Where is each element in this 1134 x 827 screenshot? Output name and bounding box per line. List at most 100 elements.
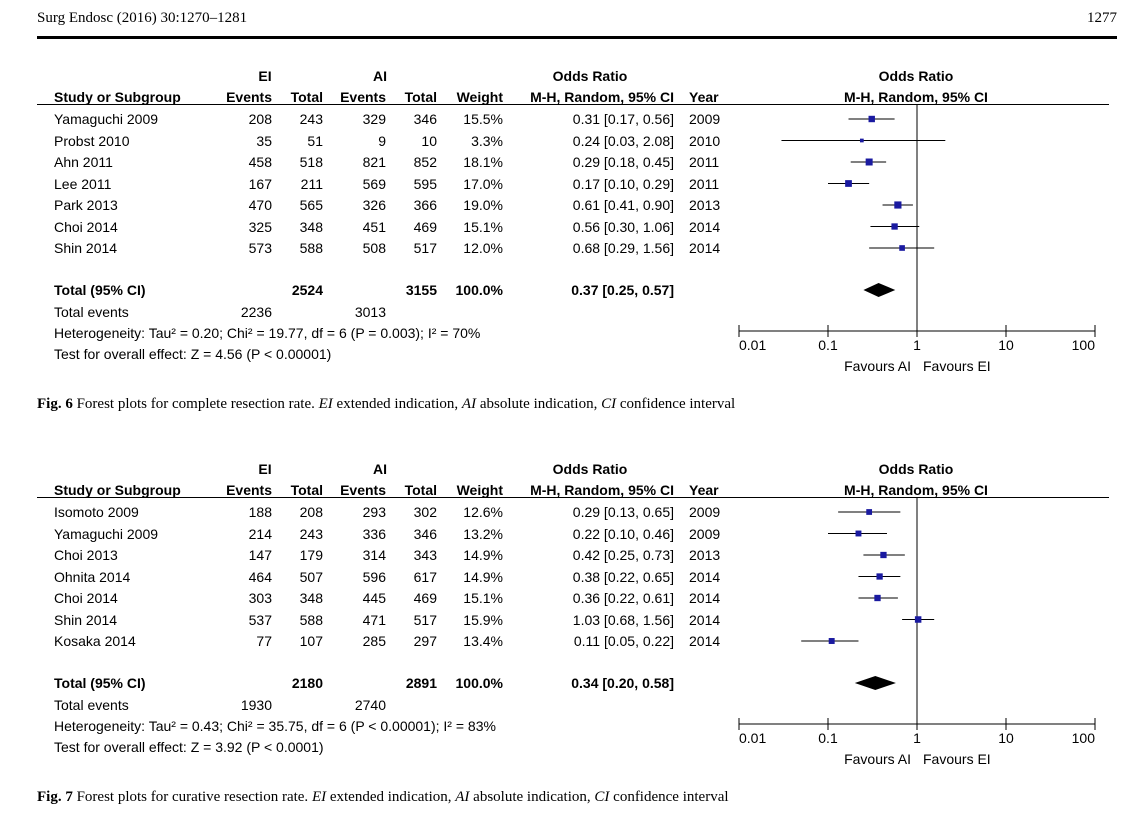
study-point-estimate [914, 616, 922, 623]
ai-events: 508 [362, 240, 386, 256]
ai-events: 445 [362, 590, 386, 606]
overall-effect-text: Test for overall effect: Z = 3.92 (P < 0… [54, 739, 324, 755]
study-weight: 13.4% [463, 633, 503, 649]
ei-events: 303 [248, 590, 272, 606]
study-weight: 14.9% [463, 568, 503, 585]
ei-total: 518 [299, 154, 323, 170]
study-year: 2010 [689, 132, 721, 149]
ai-total: 346 [413, 525, 437, 542]
study-point-estimate [891, 223, 898, 230]
ai-events: 326 [362, 197, 386, 213]
col-method-header: M-H, Random, 95% CI [530, 89, 674, 105]
group-header-ai: AI [373, 461, 387, 477]
study-odds-ratio: 0.24 [0.03, 2.08] [572, 132, 674, 149]
study-year: 2014 [689, 568, 721, 585]
total-ei-total: 2180 [291, 675, 323, 691]
ei-events: 147 [248, 547, 272, 563]
plot-method-header: M-H, Random, 95% CI [844, 482, 988, 498]
total-events-label: Total events [54, 697, 129, 713]
favours-right-label: Favours EI [923, 358, 991, 374]
study-point-estimate [874, 594, 881, 602]
ei-events: 325 [248, 218, 272, 235]
figure-7-caption: Fig. 7 Forest plots for curative resecti… [37, 789, 729, 806]
study-name: Ahn 2011 [54, 154, 113, 170]
plot-odds-ratio-header: Odds Ratio [878, 68, 954, 84]
ei-events: 208 [248, 111, 272, 127]
col-study-header: Study or Subgroup [54, 89, 181, 105]
ai-events: 9 [378, 132, 386, 149]
total-label: Total (95% CI) [54, 282, 146, 298]
ei-events: 470 [248, 197, 272, 213]
study-name: Choi 2014 [54, 590, 118, 606]
study-name: Probst 2010 [54, 132, 130, 149]
study-year: 2014 [689, 590, 721, 606]
pooled-estimate-diamond [863, 283, 896, 297]
total-events-label: Total events [54, 304, 129, 320]
ei-total: 507 [299, 568, 323, 585]
caption-ei-def: extended indication, [336, 396, 459, 412]
study-point-estimate [894, 201, 902, 209]
ei-events: 573 [248, 240, 272, 256]
ai-events: 285 [362, 633, 386, 649]
study-odds-ratio: 0.29 [0.18, 0.45] [572, 154, 674, 170]
col-ai-total-header: Total [404, 89, 437, 105]
study-point-estimate [828, 638, 835, 644]
total-weight: 100.0% [455, 282, 503, 298]
total-events-ai: 2740 [354, 697, 386, 713]
header-rule [37, 36, 1117, 39]
column-header-rule [37, 497, 1109, 498]
col-ei-total-header: Total [290, 89, 323, 105]
ei-events: 35 [256, 132, 272, 149]
study-point-estimate [866, 509, 873, 515]
study-point-estimate [868, 115, 875, 123]
study-year: 2014 [689, 240, 721, 256]
caption-ai-abbr: AI [461, 396, 477, 412]
study-name: Choi 2014 [54, 218, 118, 235]
study-name: Ohnita 2014 [54, 568, 131, 585]
ai-total: 517 [413, 240, 437, 256]
study-weight: 15.1% [463, 218, 503, 235]
study-point-estimate [876, 573, 883, 580]
caption-ci-abbr: CI [594, 789, 610, 805]
col-year-header: Year [689, 482, 719, 498]
total-odds-ratio: 0.37 [0.25, 0.57] [571, 282, 674, 298]
total-ai-total: 2891 [405, 675, 437, 691]
study-point-estimate [899, 245, 905, 251]
caption-ai-def: absolute indication, [473, 789, 591, 805]
figure-6-caption: Fig. 6 Forest plots for complete resecti… [37, 396, 735, 413]
page-header: Surg Endosc (2016) 30:1270–1281 1277 [37, 10, 1117, 36]
ai-total: 852 [413, 154, 437, 170]
study-weight: 12.6% [463, 504, 503, 520]
study-odds-ratio: 0.22 [0.10, 0.46] [572, 525, 674, 542]
col-weight-header: Weight [456, 482, 503, 498]
study-weight: 12.0% [463, 240, 503, 256]
ei-events: 188 [248, 504, 272, 520]
study-weight: 15.9% [463, 611, 503, 628]
total-ai-total: 3155 [405, 282, 437, 298]
figure-7-label: Fig. 7 [37, 789, 73, 805]
col-weight-header: Weight [456, 89, 503, 105]
study-weight: 13.2% [463, 525, 503, 542]
favours-left-label: Favours AI [844, 751, 911, 767]
study-weight: 15.1% [463, 590, 503, 606]
col-ei-events-header: Events [226, 482, 272, 498]
ai-total: 469 [413, 590, 437, 606]
ai-events: 569 [362, 175, 386, 192]
heterogeneity-text: Heterogeneity: Tau² = 0.43; Chi² = 35.75… [54, 718, 496, 734]
study-odds-ratio: 0.17 [0.10, 0.29] [572, 175, 674, 192]
caption-ei-abbr: EI [318, 396, 333, 412]
study-name: Shin 2014 [54, 611, 118, 628]
group-header-ei: EI [258, 461, 272, 477]
study-odds-ratio: 0.68 [0.29, 1.56] [572, 240, 674, 256]
x-tick-label: 100 [1072, 730, 1096, 746]
ai-events: 451 [362, 218, 386, 235]
ai-total: 366 [413, 197, 437, 213]
figure-6-caption-text: Forest plots for complete resection rate… [76, 396, 315, 412]
x-tick-label: 1 [913, 337, 921, 353]
forest-plot: 0.01 0.1 1 10 100 Favours AI Favours EI [738, 497, 1096, 767]
study-year: 2014 [689, 611, 721, 628]
study-odds-ratio: 0.56 [0.30, 1.06] [572, 218, 674, 235]
study-odds-ratio: 1.03 [0.68, 1.56] [572, 611, 674, 628]
study-point-estimate [855, 530, 862, 537]
favours-left-label: Favours AI [844, 358, 911, 374]
